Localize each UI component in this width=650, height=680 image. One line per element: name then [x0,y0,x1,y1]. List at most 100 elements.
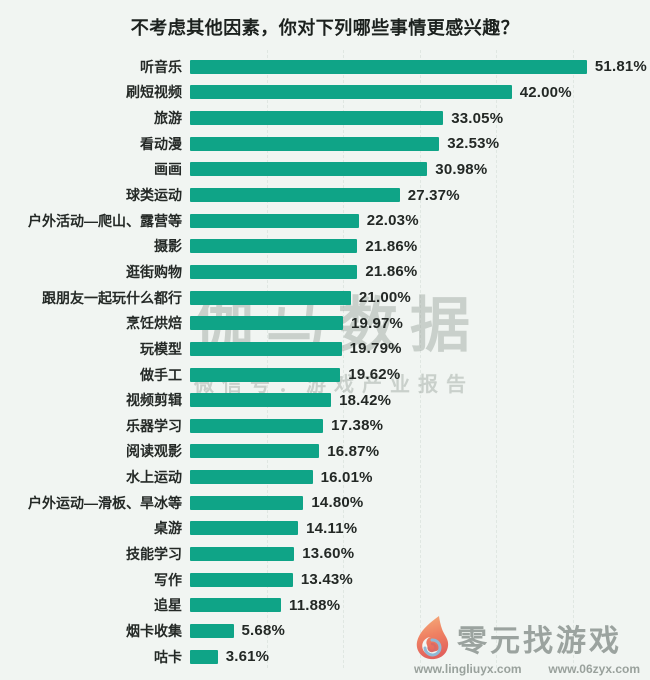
value-label: 27.37% [407,186,460,204]
bar-chart-plot-area: 听音乐 51.81% 刷短视频 42.00% 旅游 33.05% 看动漫 32.53% 画画 30… [0,54,650,669]
bar-row: 烟卡收集 5.68% [0,618,650,644]
bar-row: 写作 13.43% [0,567,650,593]
bar [190,495,304,510]
value-label: 42.00% [519,83,572,101]
value-label: 32.53% [447,135,500,153]
bar-row: 跟朋友一起玩什么都行 21.00% [0,285,650,311]
bar [190,521,299,536]
bar-zone: 19.79% [182,340,650,357]
bar [190,367,341,382]
bar-zone: 21.00% [182,289,650,306]
bar [190,546,295,561]
bar-zone: 32.53% [182,135,650,152]
category-label: 听音乐 [140,58,182,75]
category-label: 球类运动 [126,187,182,204]
bar-zone: 3.61% [182,648,650,665]
bar-row: 追星 11.88% [0,592,650,618]
category-label: 画画 [154,161,182,178]
value-label: 16.87% [327,442,380,460]
bar-zone: 14.80% [182,494,650,511]
footer-url-right: www.06zyx.com [548,662,640,676]
bar-zone: 13.43% [182,571,650,588]
category-label: 乐器学习 [126,417,182,434]
value-label: 33.05% [451,109,504,127]
site-logo: 零元找游戏 www.lingliuyx.com www.06zyx.com [412,615,642,678]
bar-zone: 13.60% [182,545,650,562]
bar [190,572,293,587]
bar-row: 摄影 21.86% [0,233,650,259]
bar [190,316,343,331]
bar-row: 逛街购物 21.86% [0,259,650,285]
bar [190,85,512,100]
bar-row: 户外活动—爬山、露营等 22.03% [0,208,650,234]
bar-zone: 14.11% [182,520,650,537]
bar-zone: 16.01% [182,469,650,486]
bar-row: 烹饪烘焙 19.97% [0,310,650,336]
value-label: 21.86% [365,263,418,281]
category-label: 追星 [154,597,182,614]
category-label: 看动漫 [140,135,182,152]
bar-zone: 30.98% [182,161,650,178]
flame-swirl-icon [412,615,454,661]
bar-zone: 33.05% [182,110,650,127]
category-label: 玩模型 [140,340,182,357]
value-label: 18.42% [339,391,392,409]
category-label: 跟朋友一起玩什么都行 [42,289,182,306]
bar [190,213,359,228]
value-label: 21.86% [365,237,418,255]
bar [190,290,351,305]
category-label: 做手工 [140,366,182,383]
bar-zone: 17.38% [182,417,650,434]
bar-row: 做手工 19.62% [0,362,650,388]
value-label: 3.61% [225,648,270,666]
bar [190,623,234,638]
category-label: 写作 [154,571,182,588]
value-label: 30.98% [435,160,488,178]
value-label: 13.43% [300,571,353,589]
category-label: 摄影 [154,238,182,255]
bar [190,341,342,356]
bar [190,598,281,613]
value-label: 13.60% [302,545,355,563]
bar [190,470,313,485]
category-label: 旅游 [154,110,182,127]
category-label: 咕卡 [154,648,182,665]
value-label: 17.38% [331,417,384,435]
bar-row: 玩模型 19.79% [0,336,650,362]
bar-row: 刷短视频 42.00% [0,80,650,106]
bar [190,393,332,408]
category-label: 阅读观影 [126,443,182,460]
bar-zone: 27.37% [182,187,650,204]
bar [190,162,428,177]
category-label: 烟卡收集 [126,622,182,639]
value-label: 19.79% [349,340,402,358]
bar-row: 阅读观影 16.87% [0,439,650,465]
category-label: 水上运动 [126,469,182,486]
bar-row: 画画 30.98% [0,157,650,183]
bar [190,264,358,279]
category-label: 烹饪烘焙 [126,315,182,332]
category-label: 桌游 [154,520,182,537]
value-label: 14.11% [306,519,358,537]
bar-row: 技能学习 13.60% [0,541,650,567]
value-label: 16.01% [320,468,373,486]
bar [190,188,400,203]
footer-url-left: www.lingliuyx.com [414,662,522,676]
bar-zone: 22.03% [182,212,650,229]
bar-zone: 21.86% [182,238,650,255]
bar-zone: 5.68% [182,622,650,639]
bar-zone: 18.42% [182,392,650,409]
bar [190,111,444,126]
brand-name-text: 零元找游戏 [457,625,622,658]
value-label: 22.03% [366,212,419,230]
bar-zone: 21.86% [182,263,650,280]
bar [190,418,324,433]
category-label: 户外活动—爬山、露营等 [28,212,182,229]
bar-row: 看动漫 32.53% [0,131,650,157]
bar-row: 咕卡 3.61% [0,644,650,670]
category-label: 视频剪辑 [126,392,182,409]
value-label: 21.00% [358,289,411,307]
bar-row: 水上运动 16.01% [0,464,650,490]
bar-zone: 51.81% [182,58,650,75]
